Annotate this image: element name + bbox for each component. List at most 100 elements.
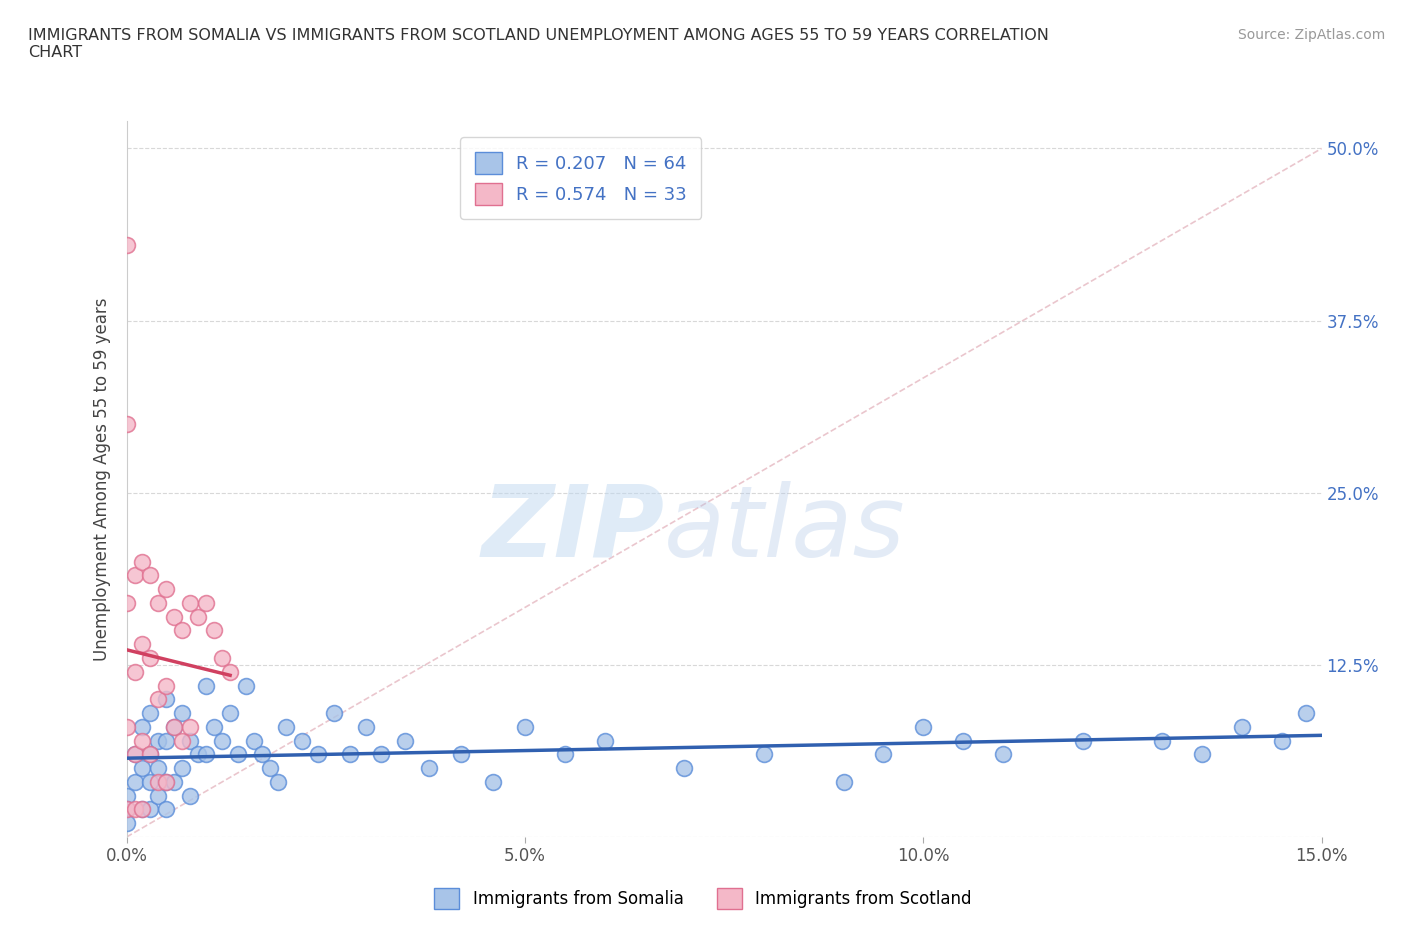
Point (148, 789, 170, 804)
Point (259, 761, 281, 776)
Text: Source: ZipAtlas.com: Source: ZipAtlas.com (1237, 28, 1385, 42)
Point (163, 609, 186, 624)
Point (202, 623, 225, 638)
Point (139, 747, 162, 762)
Point (139, 651, 162, 666)
Y-axis label: Unemployment Among Ages 55 to 59 years: Unemployment Among Ages 55 to 59 years (93, 298, 111, 660)
Legend: R = 0.207   N = 64, R = 0.574   N = 33: R = 0.207 N = 64, R = 0.574 N = 33 (460, 137, 702, 219)
Point (187, 609, 209, 624)
Point (752, 747, 775, 762)
Point (115, 789, 138, 804)
Point (195, 595, 218, 610)
Point (418, 761, 440, 776)
Point (172, 733, 194, 748)
Point (148, 692, 170, 707)
Point (124, 747, 146, 762)
Point (250, 747, 273, 762)
Point (179, 595, 201, 610)
Point (354, 720, 377, 735)
Point (339, 747, 361, 762)
Text: ZIP: ZIP (481, 481, 664, 578)
Point (219, 664, 242, 679)
Point (131, 802, 153, 817)
Point (139, 568, 162, 583)
Point (139, 706, 162, 721)
Point (115, 595, 138, 610)
Legend: Immigrants from Somalia, Immigrants from Scotland: Immigrants from Somalia, Immigrants from… (426, 880, 980, 917)
Point (322, 706, 344, 721)
Point (124, 747, 146, 762)
Point (115, 816, 138, 830)
Point (243, 733, 266, 748)
Point (1152, 733, 1174, 748)
Point (179, 789, 201, 804)
Point (450, 747, 472, 762)
Point (131, 554, 153, 569)
Point (219, 706, 242, 721)
Point (482, 775, 505, 790)
Point (513, 720, 536, 735)
Point (131, 761, 153, 776)
Point (124, 775, 146, 790)
Point (211, 651, 233, 666)
Point (195, 678, 218, 693)
Point (202, 720, 225, 735)
Point (1071, 733, 1094, 748)
Point (155, 678, 177, 693)
Point (131, 720, 153, 735)
Point (163, 720, 186, 735)
Point (155, 775, 177, 790)
Point (211, 733, 233, 748)
Point (307, 747, 329, 762)
Point (155, 733, 177, 748)
Point (195, 747, 218, 762)
Point (952, 733, 974, 748)
Point (115, 237, 138, 252)
Point (155, 802, 177, 817)
Point (115, 802, 138, 817)
Point (291, 733, 314, 748)
Point (274, 720, 297, 735)
Point (370, 747, 392, 762)
Point (179, 733, 201, 748)
Point (131, 802, 153, 817)
Point (172, 706, 194, 721)
Text: atlas: atlas (664, 481, 905, 578)
Point (148, 733, 170, 748)
Point (163, 775, 186, 790)
Point (155, 775, 177, 790)
Point (554, 747, 576, 762)
Point (115, 802, 138, 817)
Point (124, 568, 146, 583)
Point (172, 761, 194, 776)
Point (179, 720, 201, 735)
Point (131, 637, 153, 652)
Point (124, 802, 146, 817)
Point (139, 802, 162, 817)
Point (832, 775, 855, 790)
Point (912, 720, 935, 735)
Point (991, 747, 1014, 762)
Point (148, 595, 170, 610)
Point (1295, 706, 1317, 721)
Text: IMMIGRANTS FROM SOMALIA VS IMMIGRANTS FROM SCOTLAND UNEMPLOYMENT AMONG AGES 55 T: IMMIGRANTS FROM SOMALIA VS IMMIGRANTS FR… (28, 28, 1049, 60)
Point (155, 692, 177, 707)
Point (872, 747, 894, 762)
Point (1271, 733, 1294, 748)
Point (673, 761, 696, 776)
Point (593, 733, 616, 748)
Point (139, 775, 162, 790)
Point (235, 678, 257, 693)
Point (131, 733, 153, 748)
Point (1230, 720, 1253, 735)
Point (267, 775, 290, 790)
Point (155, 581, 177, 596)
Point (115, 417, 138, 432)
Point (226, 747, 249, 762)
Point (394, 733, 416, 748)
Point (115, 720, 138, 735)
Point (124, 664, 146, 679)
Point (148, 775, 170, 790)
Point (1191, 747, 1213, 762)
Point (148, 761, 170, 776)
